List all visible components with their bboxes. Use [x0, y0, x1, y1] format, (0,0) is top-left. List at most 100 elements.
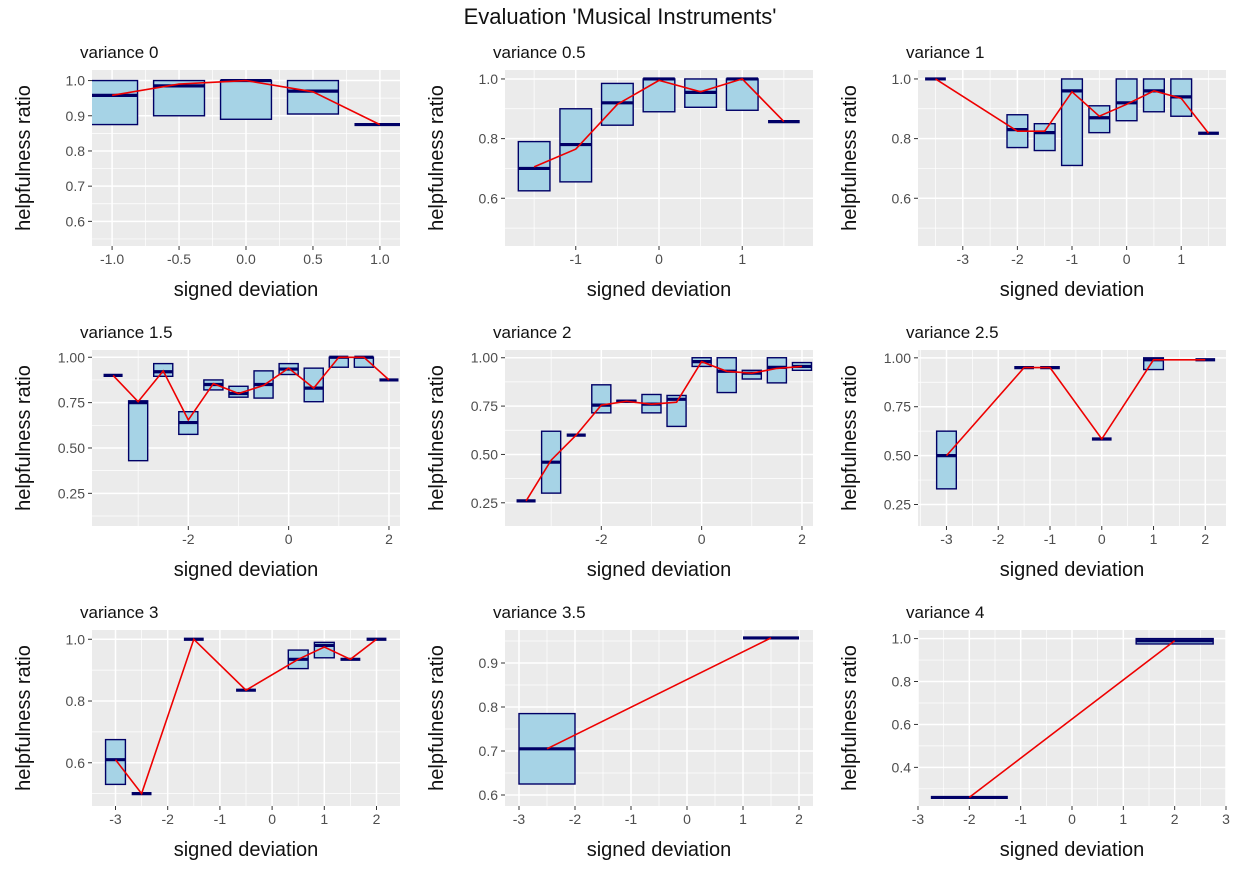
y-axis-label: helpfulness ratio: [426, 85, 448, 231]
y-tick-label: 0.8: [66, 693, 86, 709]
plot-area: [918, 350, 1226, 526]
box-iqr: [127, 400, 149, 462]
x-tick-label: 2: [385, 531, 393, 547]
y-axis-label: helpfulness ratio: [839, 645, 861, 791]
y-tick-label: 0.6: [66, 213, 86, 229]
y-tick-label: 0.25: [471, 495, 498, 511]
plot-background: [918, 350, 1226, 526]
y-tick-label: 0.8: [892, 674, 912, 690]
y-axis-label: helpfulness ratio: [13, 85, 35, 231]
mean-line: [968, 640, 1176, 799]
box-iqr: [591, 384, 612, 414]
x-tick-label: 1: [1119, 811, 1127, 827]
plot-area: [92, 350, 400, 526]
x-tick-label: -3: [940, 531, 953, 547]
box-iqr: [228, 385, 249, 398]
x-tick-label: 2: [373, 811, 381, 827]
x-axis-label: signed deviation: [1000, 279, 1145, 301]
x-tick-label: -1: [570, 251, 583, 267]
mean-line: [525, 360, 803, 502]
y-tick-label: 1.0: [66, 73, 86, 89]
box-iqr: [1115, 78, 1138, 122]
x-tick-label: 1: [739, 811, 747, 827]
chart-panel-8: variance 3.5 -3 -2 -1 0 1 2 0.6 0.7 0.8 0.9 signed …: [426, 603, 813, 861]
x-tick-label: 1.0: [370, 251, 390, 267]
panel-title: variance 1.5: [80, 323, 173, 342]
x-tick-label: 3: [1222, 811, 1230, 827]
y-tick-label: 0.50: [58, 440, 85, 456]
box-iqr: [286, 79, 340, 115]
mean-line: [114, 637, 377, 796]
y-tick-label: 0.4: [892, 759, 912, 775]
chart-panel-3: variance 1 -3 -2 -1 0 1 0.6 0.8 1.0 signed deviat…: [839, 43, 1226, 301]
box-iqr: [642, 78, 676, 113]
y-tick-label: 1.00: [471, 350, 498, 366]
chart-panel-6: variance 2.5 -3 -2 -1 0 1 2 0.25 0.50 0.75 1.00 sig…: [839, 323, 1226, 581]
y-tick-label: 1.0: [892, 631, 912, 647]
x-axis-label: signed deviation: [1000, 559, 1145, 581]
plot-area: [918, 70, 1226, 246]
box-iqr: [935, 430, 958, 490]
x-tick-label: 0: [698, 531, 706, 547]
box-iqr: [92, 79, 139, 126]
chart-panel-5: variance 2 -2 0 2 0.25 0.50 0.75 1.00 signed dev…: [426, 323, 813, 581]
y-tick-label: 0.25: [58, 485, 85, 501]
x-tick-label: 0: [285, 531, 293, 547]
panel-title: variance 0.5: [493, 43, 586, 62]
x-tick-label: -1.0: [100, 251, 124, 267]
x-tick-label: -3: [912, 811, 925, 827]
y-tick-label: 1.0: [66, 631, 86, 647]
y-tick-label: 0.75: [471, 398, 498, 414]
x-tick-label: 0: [268, 811, 276, 827]
box-iqr: [725, 78, 759, 111]
y-tick-label: 0.75: [884, 399, 911, 415]
x-tick-label: -2: [1011, 251, 1024, 267]
panel-title: variance 0: [80, 43, 158, 62]
x-tick-label: 1: [1177, 251, 1185, 267]
y-tick-label: 0.75: [58, 395, 85, 411]
x-axis-label: signed deviation: [587, 559, 732, 581]
x-tick-label: 0: [655, 251, 663, 267]
plot-area: [92, 70, 400, 246]
x-tick-label: -1: [1014, 811, 1027, 827]
x-tick-label: 0: [1068, 811, 1076, 827]
y-tick-label: 0.6: [892, 716, 912, 732]
x-tick-label: -2: [595, 531, 608, 547]
x-tick-label: -0.5: [167, 251, 191, 267]
y-axis-label: helpfulness ratio: [426, 365, 448, 511]
mean-line: [112, 356, 390, 422]
box-iqr: [219, 79, 273, 120]
chart-panel-4: variance 1.5 -2 0 2 0.25 0.50 0.75 1.00 signed d…: [13, 323, 400, 581]
x-tick-label: 0: [1123, 251, 1131, 267]
chart-panel-2: variance 0.5 -1 0 1 0.6 0.8 1.0 signed deviatio…: [426, 43, 813, 301]
mean-line: [945, 358, 1206, 457]
y-tick-label: 0.9: [66, 108, 86, 124]
y-tick-label: 0.8: [892, 131, 912, 147]
x-tick-label: -3: [513, 811, 526, 827]
x-tick-label: -2: [182, 531, 195, 547]
x-tick-label: 1: [1150, 531, 1158, 547]
y-tick-label: 0.8: [479, 699, 499, 715]
plot-area: [918, 630, 1226, 806]
x-tick-label: -2: [161, 811, 174, 827]
y-tick-label: 0.25: [884, 496, 911, 512]
mean-line: [111, 79, 381, 126]
x-tick-label: 2: [798, 531, 806, 547]
x-tick-label: -1: [214, 811, 227, 827]
x-tick-label: -2: [992, 531, 1005, 547]
x-tick-label: 2: [1201, 531, 1209, 547]
y-tick-label: 0.7: [479, 743, 499, 759]
y-axis-label: helpfulness ratio: [839, 85, 861, 231]
box-iqr: [716, 357, 737, 394]
x-axis-label: signed deviation: [174, 279, 319, 301]
panel-title: variance 1: [906, 43, 984, 62]
box-iqr: [104, 738, 127, 786]
y-axis-label: helpfulness ratio: [13, 365, 35, 511]
plot-area: [505, 350, 813, 526]
x-tick-label: -3: [957, 251, 970, 267]
x-tick-label: 1: [738, 251, 746, 267]
x-axis-label: signed deviation: [587, 279, 732, 301]
y-axis-label: helpfulness ratio: [839, 365, 861, 511]
y-tick-label: 0.9: [479, 655, 499, 671]
y-tick-label: 0.6: [66, 755, 86, 771]
